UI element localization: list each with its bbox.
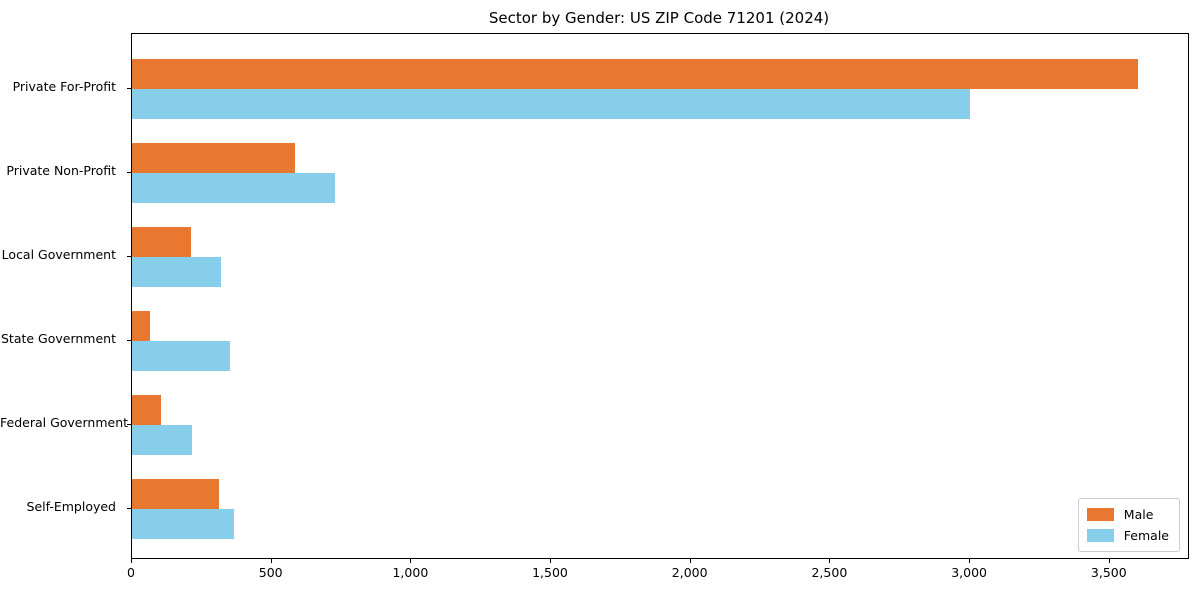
ytick-label-federal-government: Federal Government: [0, 415, 129, 430]
bar-male-local-government: [132, 227, 191, 257]
bar-male-private-non-profit: [132, 143, 296, 173]
xtick-mark: [689, 559, 691, 563]
bar-female-federal-government: [132, 425, 193, 455]
legend: Male Female: [1077, 498, 1180, 552]
bar-female-state-government: [132, 341, 230, 371]
legend-label-female: Female: [1123, 528, 1169, 543]
ytick-mark: [127, 340, 131, 341]
bar-male-self-employed: [132, 479, 219, 509]
bar-female-private-non-profit: [132, 173, 335, 203]
xtick-label-500: 500: [258, 565, 283, 580]
xtick-label-1000: 1,000: [392, 565, 429, 580]
xtick-label-1500: 1,500: [532, 565, 568, 580]
bar-male-state-government: [132, 311, 151, 341]
bar-male-federal-government: [132, 395, 162, 425]
ytick-mark: [127, 256, 131, 257]
ytick-label-local-government: Local Government: [1, 247, 116, 262]
bar-female-local-government: [132, 257, 222, 287]
male-color-swatch: [1086, 508, 1114, 521]
ytick-label-private-non-profit: Private Non-Profit: [6, 163, 116, 178]
xtick-mark: [1108, 559, 1110, 563]
ytick-mark: [127, 508, 131, 509]
chart-title: Sector by Gender: US ZIP Code 71201 (202…: [488, 9, 830, 27]
xtick-label-2000: 2,000: [671, 565, 708, 580]
xtick-label-0: 0: [127, 565, 135, 580]
xtick-label-3500: 3,500: [1090, 565, 1127, 580]
xtick-label-2500: 2,500: [811, 565, 848, 580]
xtick-mark: [131, 559, 132, 563]
xtick-label-3000: 3,000: [951, 565, 987, 580]
female-color-swatch: [1086, 529, 1114, 542]
ytick-mark: [127, 424, 131, 425]
xtick-mark: [410, 559, 412, 563]
ytick-mark: [127, 88, 131, 89]
legend-item-female: Female: [1086, 525, 1169, 546]
bar-male-private-for-profit: [132, 59, 1138, 89]
legend-label-male: Male: [1123, 507, 1154, 522]
legend-item-male: Male: [1086, 504, 1169, 525]
ytick-label-private-for-profit: Private For-Profit: [12, 79, 116, 94]
plot-area: Male Female: [131, 33, 1189, 559]
ytick-label-state-government: State Government: [0, 331, 116, 346]
ytick-mark: [127, 172, 131, 173]
xtick-mark: [969, 559, 971, 563]
bar-female-self-employed: [132, 509, 234, 539]
xtick-mark: [829, 559, 831, 563]
xtick-mark: [270, 559, 272, 563]
ytick-label-self-employed: Self-Employed: [26, 499, 116, 514]
xtick-mark: [550, 559, 551, 563]
bar-female-private-for-profit: [132, 89, 971, 119]
